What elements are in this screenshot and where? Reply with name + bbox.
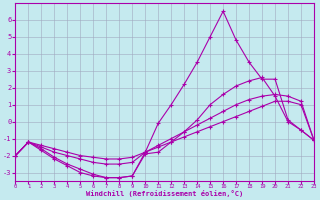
- X-axis label: Windchill (Refroidissement éolien,°C): Windchill (Refroidissement éolien,°C): [86, 190, 243, 197]
